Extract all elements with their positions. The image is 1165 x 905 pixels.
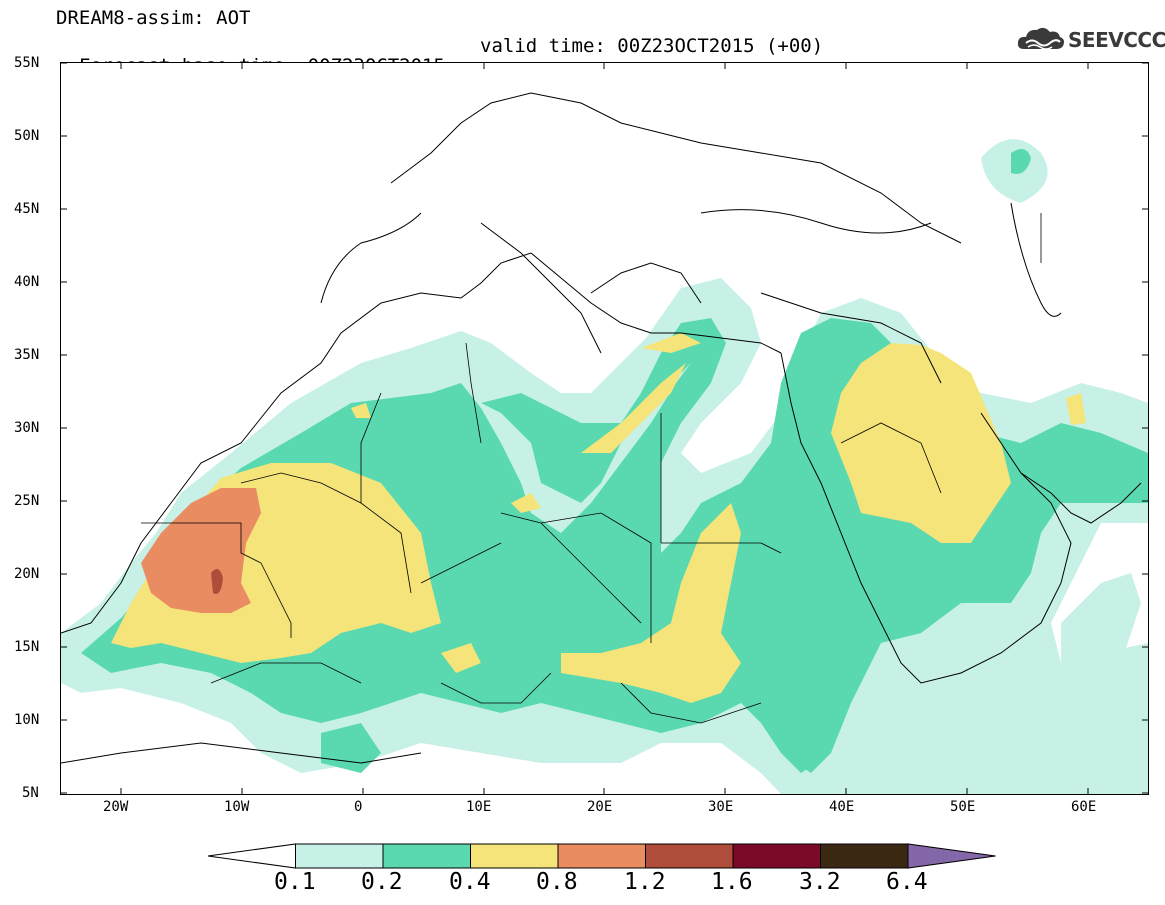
lon-label-10e: 10E (466, 799, 492, 815)
legend-label-1.2: 1.2 (624, 869, 666, 895)
legend-swatch-0.8 (557, 843, 646, 869)
lat-label-40n: 40N (14, 274, 40, 290)
map-title: DREAM8-assim: AOT (56, 7, 251, 29)
lon-label-50e: 50E (950, 799, 976, 815)
lat-label-5n: 5N (22, 785, 39, 801)
logo-text: SEEVCCC (1068, 28, 1165, 52)
lon-label-30e: 30E (708, 799, 734, 815)
legend-swatch-1.2 (645, 843, 734, 869)
lon-label-0: 0 (354, 799, 363, 815)
legend-label-3.2: 3.2 (799, 869, 841, 895)
legend-swatch-3.2 (820, 843, 909, 869)
lat-label-55n: 55N (14, 55, 40, 71)
lat-label-35n: 35N (14, 347, 40, 363)
legend-label-0.2: 0.2 (361, 869, 403, 895)
legend-label-6.4: 6.4 (886, 869, 928, 895)
lat-label-15n: 15N (14, 639, 40, 655)
legend-arrow-high (907, 843, 996, 869)
legend-swatch-0.1 (295, 843, 384, 869)
lon-label-10w: 10W (224, 799, 250, 815)
aot-map (61, 63, 1148, 794)
coastlines (61, 92, 1142, 764)
legend-label-1.6: 1.6 (711, 869, 753, 895)
lat-label-50n: 50N (14, 128, 40, 144)
lat-label-25n: 25N (14, 493, 40, 509)
lat-label-10n: 10N (14, 712, 40, 728)
legend-label-0.8: 0.8 (536, 869, 578, 895)
legend-swatch-1.6 (732, 843, 821, 869)
aot-contour-1.2 (211, 569, 223, 594)
cloud-icon (1017, 27, 1064, 50)
valid-time: valid time: 00Z23OCT2015 (+00) (480, 35, 824, 57)
lat-label-30n: 30N (14, 420, 40, 436)
legend-label-0.4: 0.4 (449, 869, 491, 895)
legend-label-0.1: 0.1 (274, 869, 316, 895)
lat-label-45n: 45N (14, 201, 40, 217)
aot-contour-0.8 (141, 488, 261, 613)
map-area (60, 62, 1149, 795)
axis-ticks (61, 63, 1148, 794)
legend-swatch-0.2 (382, 843, 471, 869)
legend-arrow-low (207, 843, 296, 869)
aot-colorbar (207, 843, 996, 869)
lon-label-40e: 40E (829, 799, 855, 815)
legend-swatch-0.4 (470, 843, 559, 869)
lon-label-20w: 20W (103, 799, 129, 815)
lon-label-20e: 20E (587, 799, 613, 815)
country-borders (141, 213, 1042, 724)
lon-label-60e: 60E (1071, 799, 1097, 815)
lat-label-20n: 20N (14, 566, 40, 582)
seevccc-logo: SEEVCCC (1016, 24, 1165, 54)
